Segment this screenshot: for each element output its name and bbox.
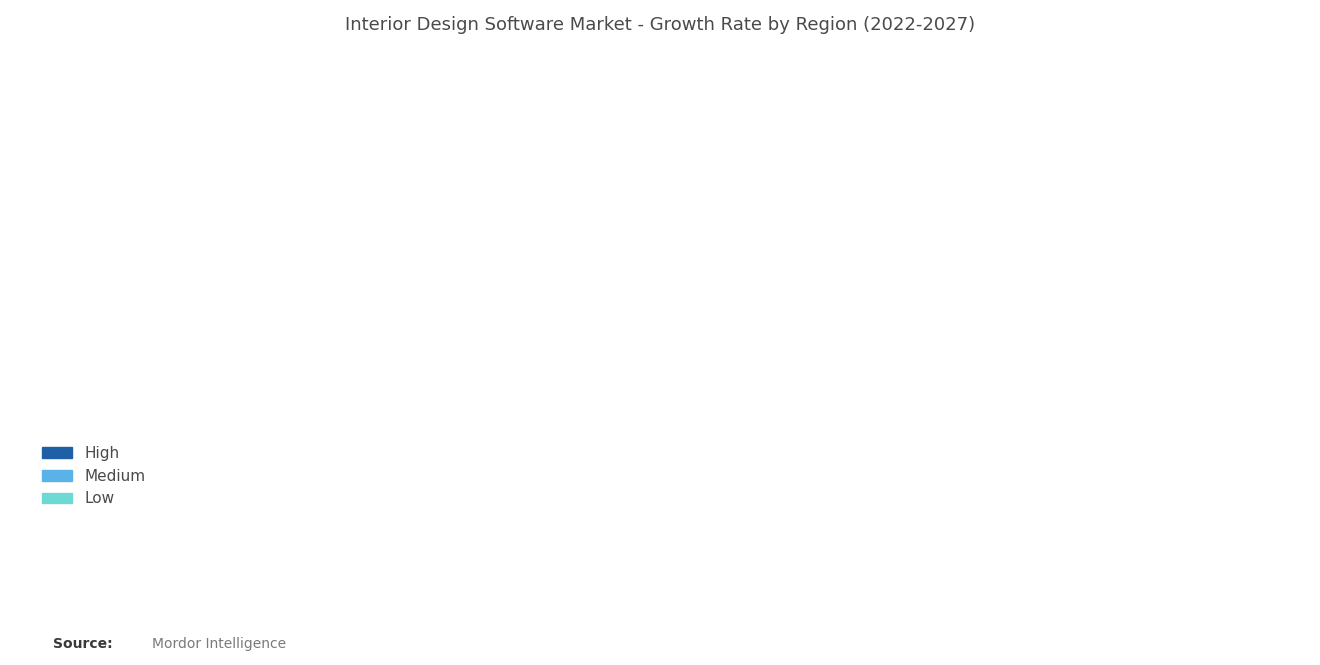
Legend: High, Medium, Low: High, Medium, Low	[36, 440, 152, 513]
Text: Source:: Source:	[53, 637, 112, 652]
Text: Mordor Intelligence: Mordor Intelligence	[152, 637, 286, 652]
Title: Interior Design Software Market - Growth Rate by Region (2022-2027): Interior Design Software Market - Growth…	[345, 17, 975, 35]
